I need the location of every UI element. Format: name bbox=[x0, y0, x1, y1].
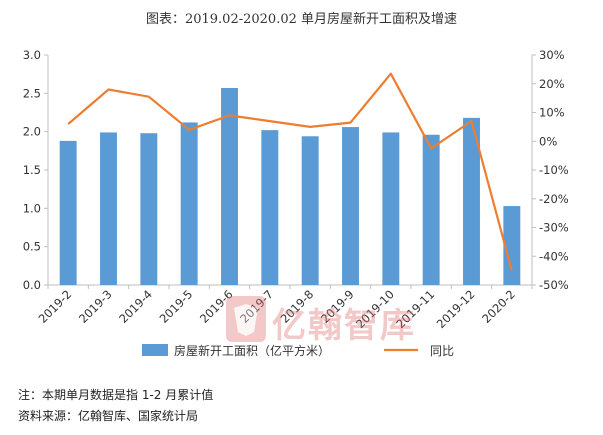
y-left-tick-label: 0.5 bbox=[23, 240, 41, 254]
chart-note: 注：本期单月数据是指 1-2 月累计值 bbox=[18, 388, 214, 402]
y-right-tick-label: -40% bbox=[539, 249, 569, 263]
y-left-tick-label: 0.0 bbox=[23, 278, 41, 292]
bar bbox=[261, 130, 279, 285]
chart-source: 资料来源：亿翰智库、国家统计局 bbox=[18, 409, 199, 423]
x-tick-label: 2019-2 bbox=[36, 287, 75, 326]
y-left-tick-label: 1.5 bbox=[23, 163, 41, 177]
bar bbox=[59, 140, 77, 285]
x-tick-label: 2019-3 bbox=[76, 287, 115, 326]
bar bbox=[382, 132, 400, 285]
y-right-tick-label: 30% bbox=[539, 48, 565, 62]
bar bbox=[503, 206, 521, 285]
x-tick-label: 2019-5 bbox=[157, 287, 196, 326]
watermark: 亿翰智库 bbox=[224, 294, 524, 346]
legend-line-label: 同比 bbox=[430, 344, 454, 358]
watermark-text: 亿翰智库 bbox=[272, 306, 416, 346]
y-right-tick-label: 20% bbox=[539, 77, 565, 91]
watermark-logo-icon bbox=[226, 296, 266, 342]
y-right-tick-label: -20% bbox=[539, 192, 569, 206]
y-right-tick-label: -30% bbox=[539, 221, 569, 235]
line-series bbox=[67, 72, 513, 271]
y-left-tick-label: 3.0 bbox=[23, 48, 41, 62]
bar bbox=[100, 132, 117, 285]
chart-title: 图表：2019.02-2020.02 单月房屋新开工面积及增速 bbox=[145, 12, 458, 27]
y-left-tick-label: 1.0 bbox=[23, 201, 41, 215]
bar bbox=[180, 122, 198, 285]
bar bbox=[301, 136, 319, 285]
y-right-tick-label: 10% bbox=[539, 106, 565, 120]
bar bbox=[140, 133, 158, 285]
y-right-tick-label: 0% bbox=[539, 134, 557, 148]
bar bbox=[342, 127, 359, 285]
y-left-tick-label: 2.0 bbox=[23, 125, 41, 139]
legend: 房屋新开工面积（亿平方米） 同比 bbox=[142, 343, 454, 358]
x-tick-label: 2019-4 bbox=[116, 287, 155, 326]
bar-series bbox=[59, 87, 521, 285]
yoy-line bbox=[67, 72, 513, 271]
axes bbox=[44, 54, 536, 289]
y-right-tick-label: -10% bbox=[539, 163, 569, 177]
bar bbox=[221, 87, 238, 285]
bar bbox=[422, 134, 440, 285]
y-right-tick-label: -50% bbox=[539, 278, 569, 292]
legend-bar-swatch bbox=[142, 344, 168, 356]
y-left-tick-label: 2.5 bbox=[23, 86, 41, 100]
bar bbox=[463, 117, 480, 285]
legend-bar-label: 房屋新开工面积（亿平方米） bbox=[174, 343, 330, 358]
